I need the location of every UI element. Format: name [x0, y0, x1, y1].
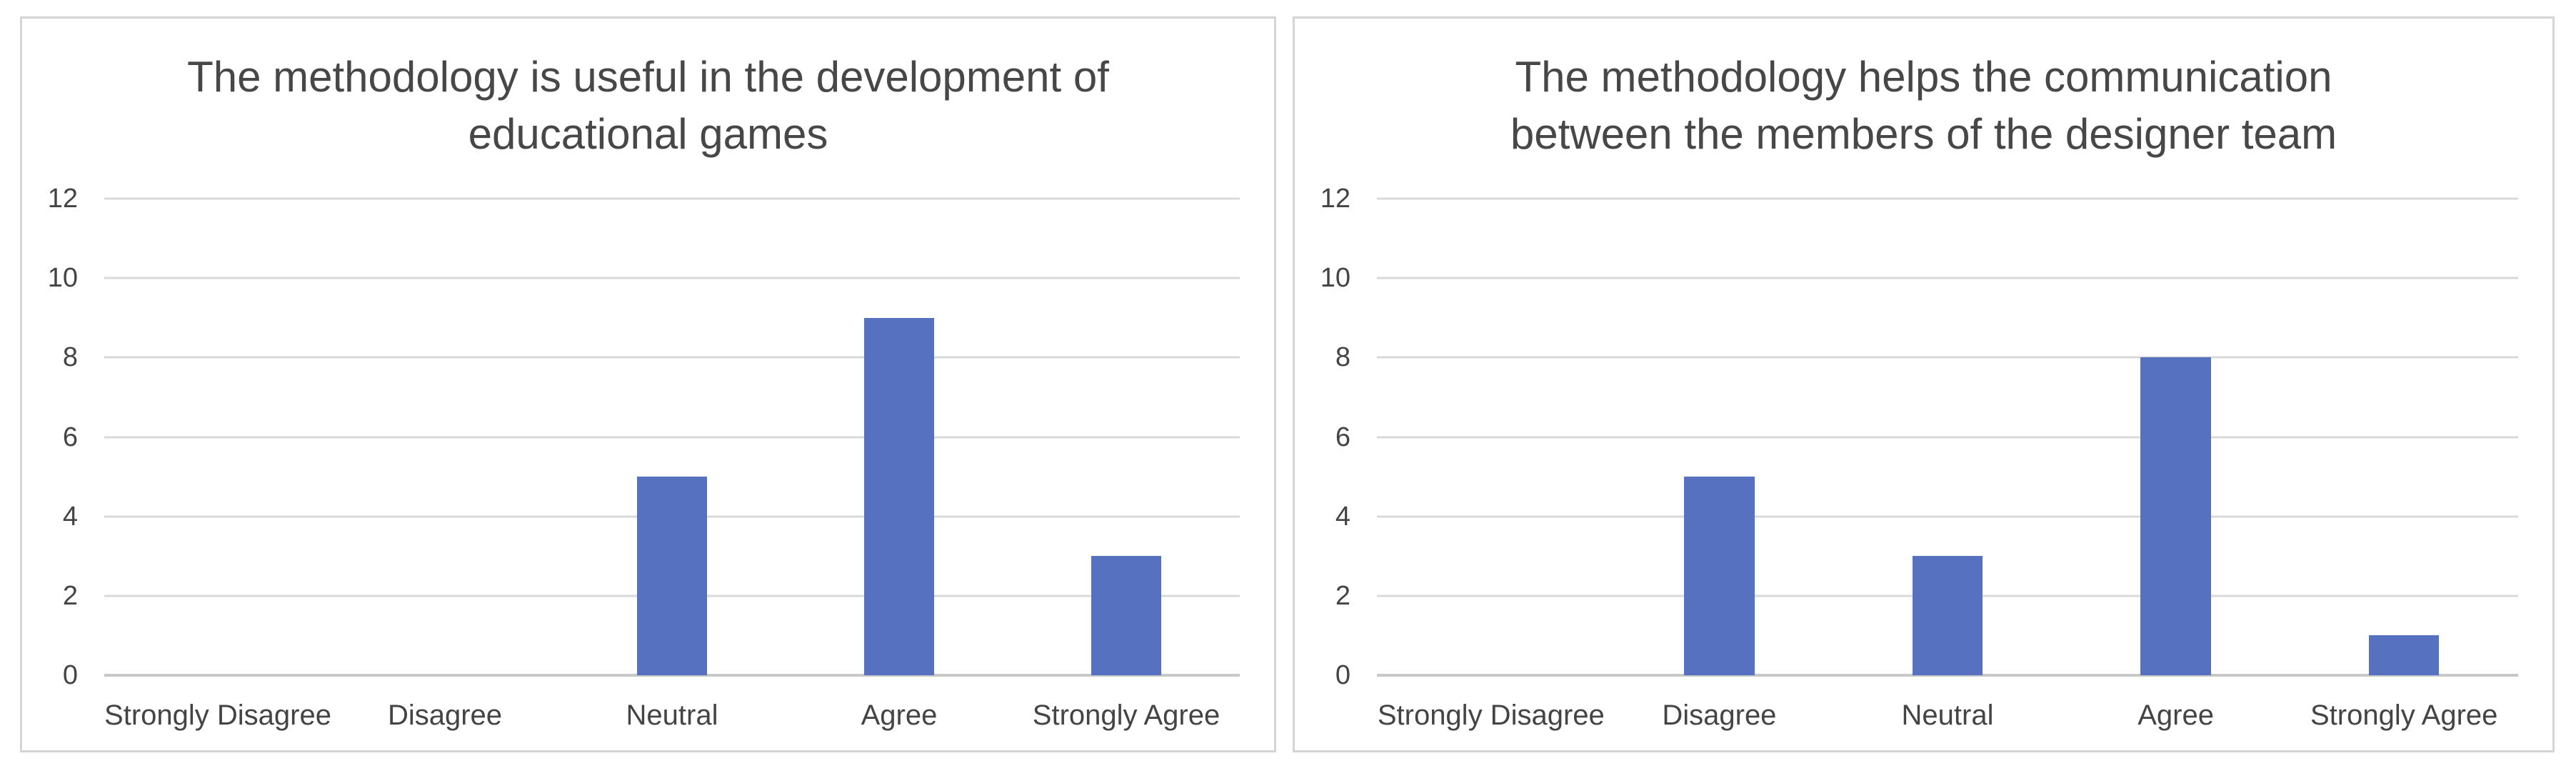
- chart-panel-right: The methodology helps the communication …: [1293, 16, 2555, 752]
- x-category-label-strongly-disagree: Strongly Disagree: [104, 700, 331, 731]
- y-tick-label-8: 8: [1335, 342, 1350, 373]
- y-tick-label-12: 12: [47, 184, 78, 214]
- chart-title-line-1: The methodology is useful in the develop…: [187, 53, 1109, 101]
- y-tick-label-6: 6: [62, 422, 78, 452]
- x-category-label-strongly-agree: Strongly Agree: [2310, 700, 2498, 731]
- y-tick-label-4: 4: [62, 501, 78, 532]
- y-tick-label-8: 8: [62, 342, 78, 373]
- bar-neutral: [637, 477, 707, 675]
- chart-title-line-2: educational games: [468, 110, 828, 158]
- bar-strongly-agree: [1091, 556, 1161, 675]
- y-tick-label-0: 0: [1335, 660, 1350, 690]
- x-category-label-disagree: Disagree: [1662, 700, 1777, 731]
- bar-neutral: [1912, 556, 1983, 675]
- chart-title-line-2: between the members of the designer team: [1510, 110, 2337, 158]
- x-axis-line: [104, 674, 1240, 677]
- gridline-10: [1377, 277, 2518, 279]
- gridline-12: [104, 197, 1240, 200]
- bar-strongly-agree: [2368, 635, 2440, 675]
- gridline-6: [1377, 436, 2518, 438]
- x-category-label-strongly-disagree: Strongly Disagree: [1377, 700, 1605, 731]
- y-tick-label-10: 10: [47, 263, 78, 294]
- y-tick-label-2: 2: [62, 580, 78, 611]
- x-category-label-disagree: Disagree: [387, 700, 503, 731]
- x-category-label-neutral: Neutral: [626, 700, 718, 731]
- x-category-label-strongly-agree: Strongly Agree: [1032, 700, 1221, 731]
- chart-panel-left: The methodology is useful in the develop…: [20, 16, 1276, 752]
- y-tick-label-10: 10: [1320, 263, 1350, 294]
- y-tick-label-2: 2: [1335, 580, 1350, 611]
- x-category-label-agree: Agree: [861, 700, 938, 731]
- x-category-label-neutral: Neutral: [1901, 700, 1994, 731]
- y-tick-label-6: 6: [1335, 422, 1350, 452]
- gridline-8: [1377, 356, 2518, 359]
- gridline-6: [104, 436, 1240, 438]
- plot-area-right: 0 2 4 6 8 10 12 Strongly Disagree Disagree Neutra…: [1320, 185, 2518, 730]
- chart-title-line-1: The methodology helps the communication: [1515, 53, 2332, 101]
- gridline-12: [1377, 197, 2518, 200]
- y-tick-label-12: 12: [1320, 184, 1350, 214]
- x-axis-line: [1377, 674, 2518, 677]
- y-tick-label-0: 0: [62, 660, 78, 690]
- gridline-8: [104, 356, 1240, 359]
- bar-agree: [864, 317, 934, 675]
- chart-title: The methodology is useful in the develop…: [22, 49, 1274, 163]
- chart-title: The methodology helps the communication …: [1295, 49, 2552, 163]
- y-tick-label-4: 4: [1335, 501, 1350, 532]
- plot-area-left: 0 2 4 6 8 10 12 Strongly Disagree Disagree Neutra…: [48, 185, 1240, 730]
- bar-disagree: [1684, 477, 1755, 675]
- gridline-10: [104, 277, 1240, 279]
- x-category-label-agree: Agree: [2138, 700, 2214, 731]
- bar-agree: [2140, 357, 2211, 675]
- gridline-4: [1377, 515, 2518, 518]
